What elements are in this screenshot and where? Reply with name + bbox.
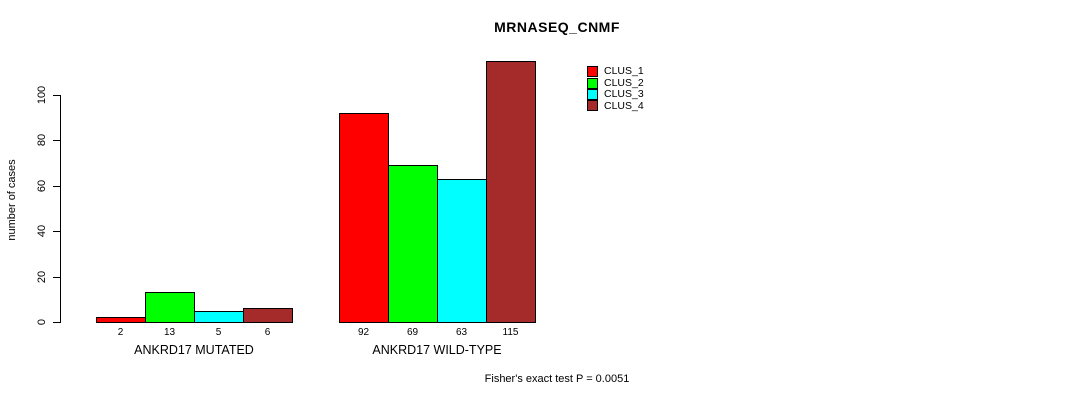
bar-clus_3-group1 [194, 310, 244, 323]
footnote: Fisher's exact test P = 0.0051 [484, 373, 630, 385]
y-tick-mark [53, 95, 60, 96]
bar-clus_2-group2 [388, 165, 438, 323]
legend-swatch-clus_1 [587, 66, 598, 78]
y-tick-label-text: 40 [36, 225, 48, 238]
y-tick-label-text: 20 [36, 270, 48, 283]
bar-value-label: 92 [357, 327, 370, 338]
y-tick-mark [53, 231, 60, 233]
bar-value-label: 69 [406, 327, 419, 338]
bar-value-label: 115 [502, 327, 519, 338]
legend-swatch-clus_4 [587, 100, 598, 112]
y-tick-label-text: 80 [36, 134, 48, 147]
legend-label: CLUS_1 [604, 65, 644, 78]
legend-label: CLUS_3 [604, 88, 644, 101]
legend-label: CLUS_2 [604, 76, 644, 89]
y-tick-mark [53, 185, 60, 187]
bar-value-label: 63 [455, 327, 468, 338]
bar-clus_1-group2 [339, 113, 389, 323]
legend: CLUS_1 CLUS_2 CLUS_3 CLUS_4 [587, 66, 644, 112]
bar-clus_4-group1 [243, 308, 293, 323]
bar-value-label: 5 [215, 327, 222, 338]
y-tick-label-text: 0 [36, 318, 48, 326]
y-tick-mark [53, 140, 60, 142]
y-axis-label-text: number of cases [6, 159, 18, 241]
chart-title: MRNASEQ_CNMF [494, 19, 620, 35]
legend-swatch-clus_2 [587, 77, 598, 89]
legend-label: CLUS_4 [604, 99, 644, 112]
legend-swatch-clus_3 [587, 88, 598, 100]
bar-value-label: 2 [117, 327, 124, 338]
legend-row-clus_1: CLUS_1 [587, 65, 644, 78]
y-tick-mark [53, 322, 60, 323]
legend-row-clus_2: CLUS_2 [587, 76, 644, 89]
bar-clus_2-group1 [145, 292, 195, 323]
bar-clus_1-group1 [96, 317, 146, 323]
legend-row-clus_3: CLUS_3 [587, 88, 644, 101]
group-label: ANKRD17 WILD-TYPE [372, 343, 502, 357]
bar-value-label: 13 [163, 327, 176, 338]
y-tick-mark [53, 276, 60, 278]
y-tick-label-text: 100 [36, 85, 48, 105]
bar-value-label: 6 [264, 327, 271, 338]
y-axis-line [60, 95, 61, 323]
group-label: ANKRD17 MUTATED [134, 343, 254, 357]
bar-clus_3-group2 [437, 178, 487, 323]
legend-row-clus_4: CLUS_4 [587, 99, 644, 112]
y-tick-label-text: 60 [36, 179, 48, 192]
bar-clus_4-group2 [486, 60, 536, 323]
